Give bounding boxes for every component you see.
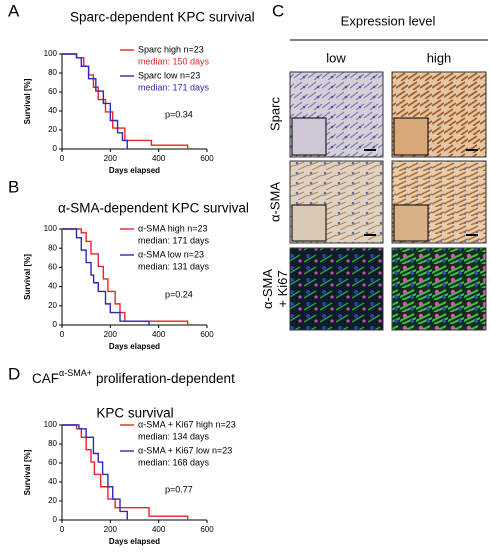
- legend-label: α-SMA high n=23: [138, 223, 208, 233]
- micrograph: [289, 160, 384, 244]
- y-tick-label: 100: [44, 420, 58, 429]
- legend-label: Sparc low n=23: [138, 70, 200, 80]
- column-label: low: [326, 50, 346, 65]
- y-axis-label: Survival [%]: [23, 254, 32, 300]
- y-tick-label: 40: [48, 477, 57, 486]
- chart-title: CAFα-SMA+ proliferation-dependent: [32, 368, 235, 385]
- title-text: CAF: [32, 371, 59, 386]
- y-tick-label: 0: [53, 144, 58, 153]
- survival-curve: [62, 424, 189, 520]
- x-tick-label: 0: [60, 525, 65, 534]
- y-tick-label: 0: [53, 515, 58, 524]
- legend-median: median: 134 days: [138, 431, 210, 441]
- legend-median: median: 171 days: [138, 82, 210, 92]
- micrograph: [289, 247, 384, 331]
- inset: [291, 117, 327, 156]
- survival-curve: [62, 53, 128, 149]
- panel-label: D: [8, 364, 20, 383]
- chart-title: KPC survival: [96, 406, 173, 421]
- title-text: proliferation-dependent: [96, 371, 235, 386]
- legend-label: α-SMA low n=23: [138, 249, 204, 259]
- panel-label: C: [272, 1, 284, 20]
- row-label: α-SMA: [267, 182, 282, 222]
- y-tick-label: 0: [53, 320, 58, 329]
- inset: [291, 204, 327, 242]
- y-tick-label: 80: [48, 68, 57, 77]
- y-tick-label: 100: [44, 224, 58, 233]
- x-tick-label: 200: [104, 330, 118, 339]
- chart-title: Sparc-dependent KPC survival: [70, 10, 255, 25]
- row-label: α-SMA: [260, 269, 275, 309]
- survival-curve: [62, 424, 128, 520]
- y-tick-label: 60: [48, 263, 57, 272]
- row-label: Sparc: [267, 97, 282, 131]
- row-label: + Ki67: [275, 270, 290, 307]
- x-axis-label: Days elapsed: [109, 537, 160, 546]
- survival-curve: [62, 53, 189, 149]
- inset: [393, 204, 429, 242]
- legend-median: median: 131 days: [138, 261, 210, 271]
- y-tick-label: 80: [48, 439, 57, 448]
- legend-label: Sparc high n=23: [138, 44, 204, 54]
- y-tick-label: 20: [48, 496, 57, 505]
- legend-label: α-SMA + Ki67 high n=23: [138, 419, 236, 429]
- chart-title: α-SMA-dependent KPC survival: [58, 201, 249, 216]
- y-axis-label: Survival [%]: [23, 78, 32, 124]
- x-tick-label: 200: [104, 154, 118, 163]
- expression-title: Expression level: [341, 13, 436, 28]
- micrograph: [391, 247, 487, 331]
- y-tick-label: 100: [44, 49, 58, 58]
- legend-median: median: 168 days: [138, 457, 210, 467]
- survival-curve: [62, 228, 150, 325]
- panel-label: A: [8, 1, 20, 20]
- p-value: p=0.24: [165, 289, 193, 299]
- x-tick-label: 0: [60, 330, 65, 339]
- y-tick-label: 40: [48, 106, 57, 115]
- x-tick-label: 400: [152, 154, 166, 163]
- legend-median: median: 171 days: [138, 235, 210, 245]
- y-tick-label: 80: [48, 243, 57, 252]
- inset: [393, 117, 429, 156]
- x-tick-label: 400: [152, 525, 166, 534]
- survival-curve: [62, 228, 189, 325]
- y-tick-label: 60: [48, 458, 57, 467]
- p-value: p=0.77: [165, 484, 193, 494]
- x-tick-label: 200: [104, 525, 118, 534]
- panel-label: B: [8, 177, 19, 196]
- y-tick-label: 20: [48, 125, 57, 134]
- x-tick-label: 600: [200, 525, 214, 534]
- x-tick-label: 400: [152, 330, 166, 339]
- p-value: p=0.34: [165, 109, 193, 119]
- title-superscript: α-SMA+: [59, 368, 92, 378]
- legend-median: median: 150 days: [138, 56, 210, 66]
- x-axis-label: Days elapsed: [109, 342, 160, 351]
- column-label: high: [427, 50, 452, 65]
- x-axis-label: Days elapsed: [109, 166, 160, 175]
- y-tick-label: 40: [48, 282, 57, 291]
- legend-label: α-SMA + Ki67 low n=23: [138, 445, 232, 455]
- x-tick-label: 0: [60, 154, 65, 163]
- y-tick-label: 60: [48, 87, 57, 96]
- x-tick-label: 600: [200, 330, 214, 339]
- y-tick-label: 20: [48, 301, 57, 310]
- x-tick-label: 600: [200, 154, 214, 163]
- y-axis-label: Survival [%]: [23, 449, 32, 495]
